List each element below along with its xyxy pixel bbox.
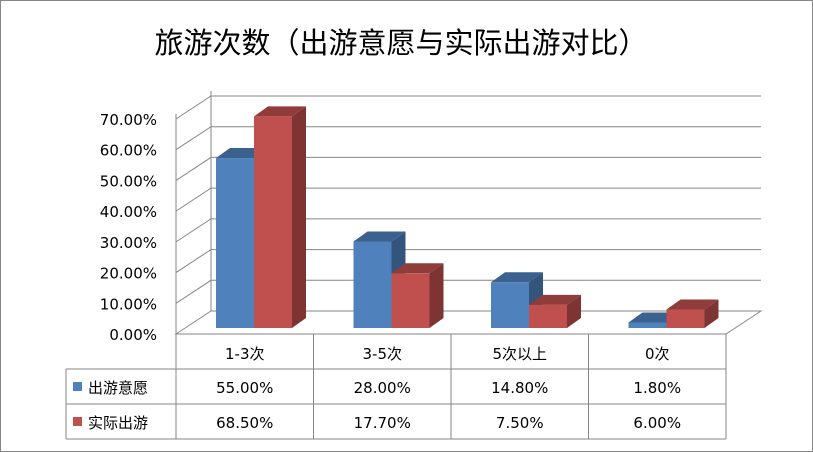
category-label: 5次以上 bbox=[492, 345, 547, 363]
data-label: 17.70% bbox=[354, 414, 411, 432]
bar-1-2 bbox=[529, 294, 581, 328]
y-tick-label: 10.00% bbox=[100, 295, 157, 313]
y-tick-label: 30.00% bbox=[100, 234, 157, 252]
bar-side bbox=[567, 294, 581, 328]
bar-front bbox=[628, 322, 667, 328]
data-label: 14.80% bbox=[491, 379, 548, 397]
chart-title: 旅游次数（出游意愿与实际出游对比） bbox=[154, 26, 647, 60]
bar-side bbox=[429, 263, 444, 328]
bar-top bbox=[491, 272, 543, 283]
bar-front bbox=[666, 309, 705, 328]
bar-top bbox=[529, 294, 581, 305]
legend-key bbox=[73, 417, 82, 426]
data-label: 1.80% bbox=[633, 379, 681, 397]
bar-1-0 bbox=[254, 106, 306, 329]
category-label: 3-5次 bbox=[363, 345, 403, 363]
y-tick-label: 20.00% bbox=[100, 265, 157, 283]
bar-top bbox=[353, 231, 406, 242]
bar-top bbox=[391, 263, 444, 274]
category-label: 1-3次 bbox=[225, 345, 265, 363]
data-label: 68.50% bbox=[216, 414, 273, 432]
data-label: 55.00% bbox=[216, 379, 273, 397]
y-tick-label: 60.00% bbox=[100, 142, 157, 160]
legend-key bbox=[73, 382, 82, 391]
bar-front bbox=[353, 241, 392, 328]
data-label: 28.00% bbox=[354, 379, 411, 397]
y-tick-label: 50.00% bbox=[100, 172, 157, 190]
y-tick-label: 40.00% bbox=[100, 203, 157, 221]
bar-front bbox=[491, 282, 529, 328]
bar-1-3 bbox=[666, 299, 719, 328]
bar-top bbox=[254, 106, 306, 117]
data-label: 6.00% bbox=[633, 414, 681, 432]
bar-front bbox=[391, 273, 430, 328]
bar-top bbox=[666, 299, 719, 310]
legend-label: 出游意愿 bbox=[88, 379, 148, 397]
bar-front bbox=[254, 116, 292, 329]
legend-label: 实际出游 bbox=[88, 414, 148, 432]
data-label: 7.50% bbox=[496, 414, 544, 432]
bar-side bbox=[704, 299, 719, 328]
bar-side bbox=[292, 106, 306, 329]
category-label: 0次 bbox=[645, 345, 670, 363]
y-tick-label: 0.00% bbox=[109, 326, 157, 344]
bar-front bbox=[216, 158, 254, 328]
y-tick-label: 70.00% bbox=[100, 111, 157, 129]
bar-front bbox=[529, 304, 567, 328]
bar-1-1 bbox=[391, 263, 444, 328]
